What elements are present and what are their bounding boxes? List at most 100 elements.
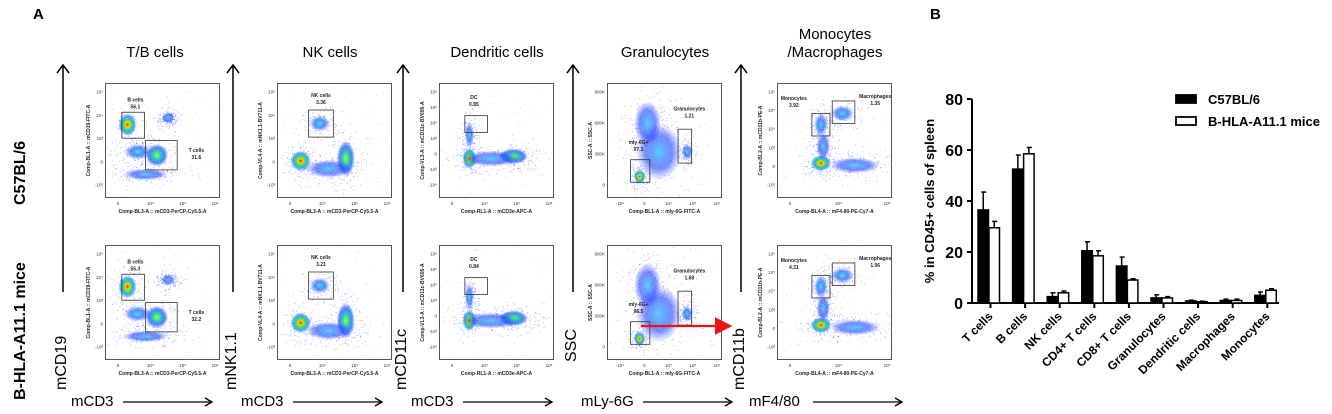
bar-hla-mice bbox=[1195, 300, 1208, 304]
column-title-line2: /Macrophages bbox=[787, 44, 883, 61]
y-tick-label: 10³ bbox=[96, 136, 103, 141]
y-tick-label: 900K bbox=[594, 252, 605, 257]
bar-hla-mice bbox=[1092, 255, 1105, 304]
gate-name: Macrophages bbox=[859, 256, 891, 262]
legend-label: C57BL/6 bbox=[1208, 92, 1260, 107]
y-tick-label: 10³ bbox=[430, 136, 437, 141]
gate-mly-6g-[interactable] bbox=[630, 159, 651, 183]
y-tick-label: 0 bbox=[100, 159, 103, 164]
bar-c57bl6 bbox=[1150, 297, 1163, 304]
y-tick-label: 10³ bbox=[96, 298, 103, 303]
y-tick-label: -10³ bbox=[267, 345, 276, 350]
population-density bbox=[118, 275, 137, 298]
x-parameter-label: Comp-BL1-A :: mly-6G-FITC-A bbox=[629, 371, 701, 377]
gate-nk-cells[interactable] bbox=[308, 271, 334, 300]
gate-t-cells[interactable] bbox=[145, 302, 178, 333]
gate-monocytes[interactable] bbox=[811, 112, 831, 137]
y-tick-label: -10³ bbox=[267, 183, 276, 188]
x-tick-label: 10⁴ bbox=[147, 363, 154, 368]
population-density bbox=[831, 267, 854, 284]
x-tick-label: 0 bbox=[289, 363, 292, 368]
column-title-line: NK cells bbox=[302, 44, 358, 61]
y-tick-label: 600K bbox=[594, 283, 605, 288]
gate-name: DC bbox=[470, 257, 478, 263]
x-tick-label: 10⁴ bbox=[665, 363, 672, 368]
x-parameter-label: Comp-BL1-A :: mly-6G-FITC-A bbox=[629, 209, 701, 215]
gate-name: Monocytes bbox=[781, 96, 807, 102]
y-tick-label: 80 bbox=[945, 92, 963, 109]
y-tick-label: 10³ bbox=[768, 145, 775, 150]
gate-percent: 1.35 bbox=[870, 101, 880, 107]
population-density bbox=[829, 157, 880, 174]
gate-b-cells[interactable] bbox=[121, 273, 145, 301]
gate-percent: 1.68 bbox=[684, 275, 694, 281]
gate-macrophages[interactable] bbox=[831, 262, 856, 286]
population-density bbox=[161, 112, 175, 124]
y-tick-label: -10³ bbox=[429, 167, 438, 172]
y-axis-title: % in CD45+ cells of spleen bbox=[922, 119, 937, 283]
gate-name: mly-6G+ bbox=[629, 302, 649, 308]
gate-b-cells[interactable] bbox=[121, 111, 145, 139]
x-parameter-label: Comp-BL3-A :: mCD3-PerCP-Cy5.5-A bbox=[119, 209, 207, 215]
y-tick-label: 0 bbox=[434, 152, 437, 157]
bar-hla-mice bbox=[1057, 292, 1070, 304]
legend-swatch bbox=[1175, 116, 1197, 126]
population-density bbox=[309, 115, 330, 132]
y-tick-label: 10⁵ bbox=[96, 90, 103, 95]
x-parameter-label: Comp-BL3-A :: mCD3-PerCP-Cy5.5-A bbox=[291, 209, 379, 215]
x-tick-label: 10⁴ bbox=[319, 201, 326, 206]
legend-swatch bbox=[1175, 94, 1197, 104]
y-tick-label: -10⁴ bbox=[429, 345, 438, 350]
y-tick-label: 10⁵ bbox=[768, 270, 775, 275]
y-axis-arrow bbox=[734, 63, 748, 292]
y-tick-label: 10⁵ bbox=[430, 105, 437, 110]
x-tick-label: 0 bbox=[789, 363, 792, 368]
population-density bbox=[145, 143, 169, 167]
gate-mly-6g-[interactable] bbox=[630, 321, 651, 345]
gate-dc[interactable] bbox=[464, 115, 488, 133]
y-tick-label: 600K bbox=[594, 121, 605, 126]
gate-percent: 3.92 bbox=[789, 103, 799, 109]
population-density bbox=[816, 132, 830, 160]
gate-monocytes[interactable] bbox=[811, 274, 831, 299]
y-tick-label: -10³ bbox=[767, 345, 776, 350]
gate-nk-cells[interactable] bbox=[308, 109, 334, 138]
y-tick-label: 10⁴ bbox=[96, 113, 103, 118]
gate-percent: 32.2 bbox=[192, 317, 202, 323]
y-tick-label: 10⁴ bbox=[430, 121, 437, 126]
population-density bbox=[122, 168, 169, 181]
y-tick-label: 10³ bbox=[768, 307, 775, 312]
gate-percent: 3.36 bbox=[316, 100, 326, 106]
x-tick-label: 10⁵ bbox=[513, 201, 520, 206]
x-tick-label: -10⁴ bbox=[616, 363, 625, 368]
bar-hla-mice bbox=[1230, 299, 1243, 304]
population-density bbox=[161, 274, 175, 286]
x-tick-label: 10⁶ bbox=[212, 363, 219, 368]
gate-name: Monocytes bbox=[781, 258, 807, 264]
x-tick-label: 10⁴ bbox=[319, 363, 326, 368]
gate-percent: 56.1 bbox=[131, 104, 141, 110]
x-axis-arrow bbox=[463, 397, 554, 407]
y-tick-label: 10⁴ bbox=[268, 275, 275, 280]
gate-granulocytes[interactable] bbox=[677, 128, 693, 164]
x-axis-arrow bbox=[813, 397, 904, 407]
dot-plot-nk-row1: NK cells 3.36 10⁵ 10⁴ 10³ 0 -10³ 0 10⁴ 10⁵ 10⁶ Comp… bbox=[258, 83, 392, 215]
x-tick-label: 10⁴ bbox=[835, 363, 842, 368]
x-tick-label: 10⁵ bbox=[179, 201, 186, 206]
y-parameter-label: SSC-A :: SSC-A bbox=[588, 122, 594, 159]
y-tick-label: 0 bbox=[602, 345, 605, 350]
gate-macrophages[interactable] bbox=[831, 100, 856, 124]
bar-c57bl6 bbox=[1115, 265, 1128, 304]
gate-t-cells[interactable] bbox=[145, 140, 178, 171]
column-title-nk: NK cells bbox=[245, 44, 415, 62]
population-density bbox=[681, 143, 693, 160]
y-tick-label: -10³ bbox=[95, 183, 104, 188]
population-density bbox=[633, 169, 646, 184]
population-density bbox=[462, 150, 520, 167]
gate-dc[interactable] bbox=[464, 277, 488, 295]
population-density bbox=[816, 294, 830, 322]
population-density bbox=[810, 155, 832, 172]
bar-c57bl6 bbox=[1046, 295, 1059, 304]
population-density bbox=[633, 262, 662, 309]
y-tick-label: 60 bbox=[945, 143, 963, 160]
